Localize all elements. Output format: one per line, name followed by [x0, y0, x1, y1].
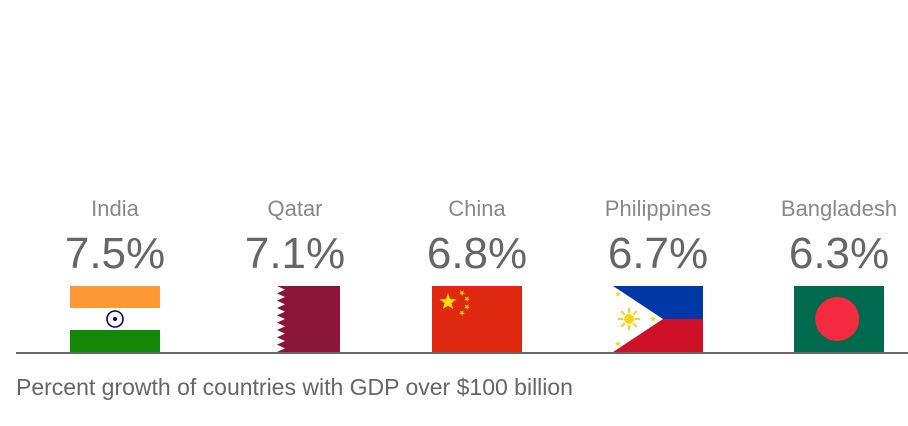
column-bangladesh: Bangladesh 6.3%	[781, 196, 897, 352]
value-label-qatar: 7.1%	[245, 229, 345, 278]
value-label-india: 7.5%	[65, 229, 165, 278]
country-columns: India 7.5% Qatar 7.1% China 6.8% Philippines 6.…	[65, 196, 897, 352]
country-name-qatar: Qatar	[267, 196, 322, 221]
country-name-philippines: Philippines	[605, 196, 711, 221]
bangladesh-flag-icon	[794, 286, 884, 352]
philippines-flag-icon	[613, 286, 703, 352]
column-china: China 6.8%	[427, 196, 527, 352]
column-qatar: Qatar 7.1%	[245, 196, 345, 352]
value-label-china: 6.8%	[427, 229, 527, 278]
column-india: India 7.5%	[65, 196, 165, 352]
country-name-china: China	[448, 196, 506, 221]
chart-caption: Percent growth of countries with GDP ove…	[16, 374, 573, 400]
india-flag-icon	[70, 286, 160, 352]
value-label-bangladesh: 6.3%	[789, 229, 889, 278]
column-philippines: Philippines 6.7%	[605, 196, 711, 352]
value-label-philippines: 6.7%	[608, 229, 708, 278]
country-name-bangladesh: Bangladesh	[781, 196, 897, 221]
qatar-flag-icon	[250, 286, 340, 352]
china-flag-icon	[432, 286, 522, 352]
country-name-india: India	[91, 196, 139, 221]
